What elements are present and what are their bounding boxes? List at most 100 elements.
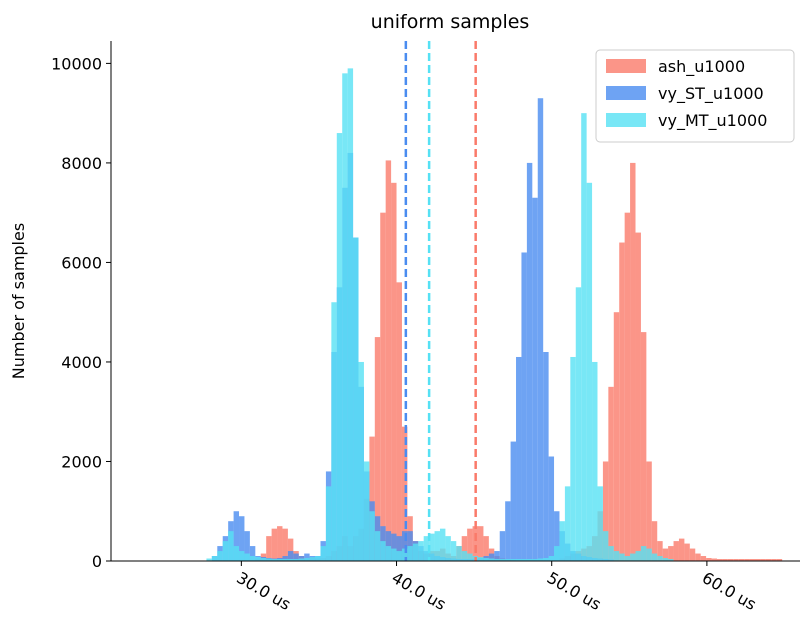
- histogram-bar: [401, 548, 408, 561]
- histogram-bar: [608, 546, 614, 561]
- histogram-bar: [277, 526, 283, 561]
- y-tick-label: 4000: [61, 353, 102, 372]
- histogram-bar: [771, 559, 777, 561]
- histogram-bar: [282, 559, 288, 561]
- histogram-bar: [733, 559, 739, 561]
- histogram-bar: [325, 486, 332, 561]
- histogram-bar: [315, 556, 321, 561]
- histogram-bar: [342, 73, 348, 561]
- histogram-bar: [401, 426, 408, 561]
- histogram-bar: [391, 548, 397, 561]
- histogram-bar: [543, 558, 549, 561]
- plot-area: [206, 68, 783, 562]
- histogram-bar: [396, 282, 402, 561]
- histogram-bar: [619, 242, 625, 561]
- histogram-bar: [304, 558, 310, 561]
- histogram-bar: [467, 528, 473, 561]
- histogram-bar: [282, 556, 288, 561]
- histogram-bar: [255, 557, 261, 561]
- histogram-bar: [716, 559, 723, 561]
- histogram-bar: [423, 536, 430, 561]
- histogram-bar: [516, 356, 522, 561]
- y-tick-label: 8000: [61, 154, 102, 173]
- histogram-bar: [277, 559, 283, 561]
- histogram-bar: [722, 559, 728, 561]
- histogram-bar: [526, 162, 533, 561]
- histogram-bar: [499, 531, 506, 561]
- histogram-bar: [467, 553, 473, 561]
- histogram-bar: [651, 521, 658, 561]
- histogram-bar: [206, 558, 212, 561]
- histogram-bar: [755, 559, 761, 561]
- histogram-bar: [293, 553, 299, 561]
- histogram-bar: [380, 212, 386, 562]
- histogram-bar: [478, 557, 484, 561]
- histogram-bar: [662, 558, 669, 561]
- histogram-bar: [613, 551, 620, 561]
- histogram-bar: [624, 212, 631, 562]
- histogram-bar: [331, 302, 337, 561]
- y-tick-label: 2000: [61, 452, 102, 471]
- histogram-bar: [668, 559, 674, 561]
- histogram-bar: [749, 559, 755, 561]
- histogram-bar: [706, 558, 712, 561]
- histogram-bar: [543, 352, 549, 561]
- y-tick-label: 10000: [51, 54, 102, 73]
- histogram-bar: [439, 528, 446, 561]
- histogram-bar: [662, 548, 669, 561]
- histogram-bar: [287, 538, 294, 561]
- histogram-bar: [689, 548, 696, 561]
- histogram-bar: [374, 531, 381, 561]
- histogram-bar: [640, 546, 647, 561]
- histogram-bar: [727, 559, 734, 561]
- histogram-bar: [456, 546, 462, 561]
- histogram-bar: [657, 556, 663, 561]
- histogram-bar: [564, 486, 571, 561]
- histogram-bar: [657, 541, 663, 561]
- axes: [110, 41, 800, 562]
- histogram-bar: [711, 558, 717, 561]
- histogram-bar: [635, 232, 641, 561]
- histogram-bar: [548, 456, 555, 561]
- histogram-bar: [510, 559, 517, 561]
- histogram-bar: [461, 551, 468, 561]
- y-tick-label: 6000: [61, 253, 102, 272]
- histogram-bar: [429, 533, 435, 561]
- histogram-bar: [695, 553, 701, 561]
- y-ticks: 0 2000 4000 6000 8000 10000: [51, 54, 111, 571]
- histogram-bar: [570, 356, 576, 561]
- histogram-bar: [602, 531, 609, 561]
- histogram-bar: [548, 556, 555, 561]
- histogram-bar: [249, 546, 256, 561]
- histogram-bar: [483, 558, 489, 561]
- histogram-bar: [494, 551, 500, 561]
- histogram-bar: [249, 556, 256, 561]
- histogram-bar: [494, 559, 500, 561]
- histogram-bar: [488, 558, 495, 561]
- histogram-bar: [630, 162, 636, 561]
- histogram-bar: [510, 441, 517, 561]
- histogram-bar: [760, 559, 766, 561]
- histogram-bar: [744, 559, 750, 561]
- histogram-bar: [347, 68, 354, 562]
- histogram-bar: [391, 182, 397, 561]
- histogram-bar: [592, 361, 598, 561]
- chart-title: uniform samples: [371, 11, 530, 33]
- histogram-bar: [228, 531, 234, 561]
- histogram-bar: [369, 436, 375, 561]
- legend-swatch: [606, 86, 646, 100]
- histogram-bar: [635, 551, 641, 561]
- histogram-bar: [640, 332, 647, 561]
- y-axis-label: Number of samples: [9, 223, 28, 379]
- histogram-bar: [407, 546, 413, 561]
- histogram-bar: [233, 511, 240, 561]
- histogram-bar: [619, 553, 625, 561]
- histogram-bar: [646, 548, 652, 561]
- histogram-bar: [738, 559, 745, 561]
- histogram-bar: [776, 559, 783, 561]
- histogram-bar: [396, 536, 402, 561]
- histogram-bar: [624, 556, 631, 561]
- histogram-bar: [385, 160, 392, 561]
- histogram-bar: [298, 558, 305, 561]
- histogram-bar: [700, 556, 707, 561]
